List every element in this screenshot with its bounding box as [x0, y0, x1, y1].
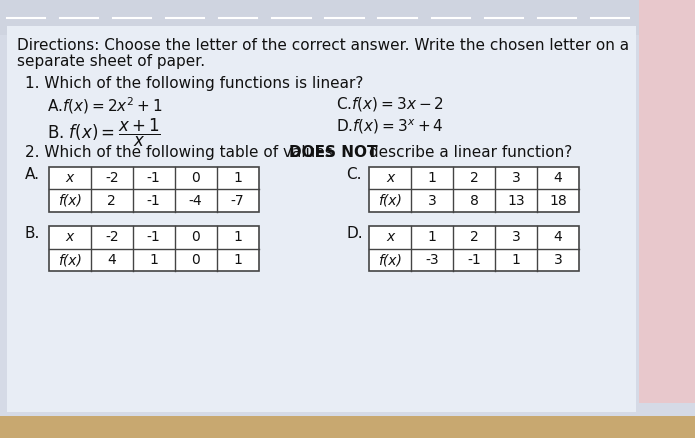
Text: -1: -1: [147, 230, 161, 244]
Text: 18: 18: [549, 194, 567, 208]
Text: 1: 1: [428, 230, 436, 244]
Text: 3: 3: [554, 253, 562, 267]
Bar: [0, 416, 695, 438]
Text: D.$f(x) = 3^x + 4$: D.$f(x) = 3^x + 4$: [336, 117, 444, 136]
Text: B. $f(x) = \dfrac{x+1}{x}$: B. $f(x) = \dfrac{x+1}{x}$: [47, 117, 161, 149]
Text: 2: 2: [470, 230, 479, 244]
Bar: [49, 226, 259, 272]
Text: 13: 13: [507, 194, 525, 208]
Text: -1: -1: [147, 171, 161, 185]
Text: 1: 1: [512, 253, 521, 267]
Text: 1: 1: [233, 230, 242, 244]
Bar: [369, 226, 579, 272]
Text: 3: 3: [512, 230, 521, 244]
Text: -7: -7: [231, 194, 245, 208]
Text: C.: C.: [346, 166, 362, 182]
Text: 2: 2: [470, 171, 479, 185]
Text: 2: 2: [108, 194, 116, 208]
Text: 2. Which of the following table of values: 2. Which of the following table of value…: [25, 145, 338, 160]
Text: 0: 0: [191, 171, 200, 185]
Text: 3: 3: [428, 194, 436, 208]
Text: x: x: [66, 171, 74, 185]
Text: separate sheet of paper.: separate sheet of paper.: [17, 54, 205, 69]
Text: -1: -1: [467, 253, 481, 267]
Text: 3: 3: [512, 171, 521, 185]
Text: 8: 8: [470, 194, 479, 208]
Bar: [369, 166, 579, 212]
Text: DOES NOT: DOES NOT: [290, 145, 378, 160]
Text: 1: 1: [233, 171, 242, 185]
Text: f(x): f(x): [58, 253, 82, 267]
Text: A.: A.: [25, 166, 40, 182]
Text: A.$f(x) = 2x^2 + 1$: A.$f(x) = 2x^2 + 1$: [47, 95, 163, 116]
Text: 1: 1: [428, 171, 436, 185]
Text: 4: 4: [554, 171, 562, 185]
Text: x: x: [66, 230, 74, 244]
Bar: [0, 0, 695, 35]
Text: describe a linear function?: describe a linear function?: [364, 145, 573, 160]
Text: -2: -2: [105, 230, 119, 244]
Text: 0: 0: [191, 230, 200, 244]
Text: x: x: [386, 171, 395, 185]
Bar: [49, 166, 259, 212]
Text: f(x): f(x): [378, 194, 402, 208]
Text: Directions: Choose the letter of the correct answer. Write the chosen letter on : Directions: Choose the letter of the cor…: [17, 38, 629, 53]
Text: C.$f(x) = 3x - 2$: C.$f(x) = 3x - 2$: [336, 95, 445, 113]
Text: -4: -4: [189, 194, 202, 208]
Text: 1. Which of the following functions is linear?: 1. Which of the following functions is l…: [25, 76, 363, 91]
Bar: [7, 26, 636, 412]
Text: 1: 1: [233, 253, 242, 267]
Text: x: x: [386, 230, 395, 244]
Text: -1: -1: [147, 194, 161, 208]
Text: B.: B.: [25, 226, 40, 241]
Text: -2: -2: [105, 171, 119, 185]
Text: 4: 4: [554, 230, 562, 244]
Text: -3: -3: [425, 253, 439, 267]
Bar: [639, 0, 695, 403]
Text: 1: 1: [149, 253, 158, 267]
Text: f(x): f(x): [378, 253, 402, 267]
Text: f(x): f(x): [58, 194, 82, 208]
Text: D.: D.: [346, 226, 363, 241]
Text: 0: 0: [191, 253, 200, 267]
Text: 4: 4: [108, 253, 116, 267]
